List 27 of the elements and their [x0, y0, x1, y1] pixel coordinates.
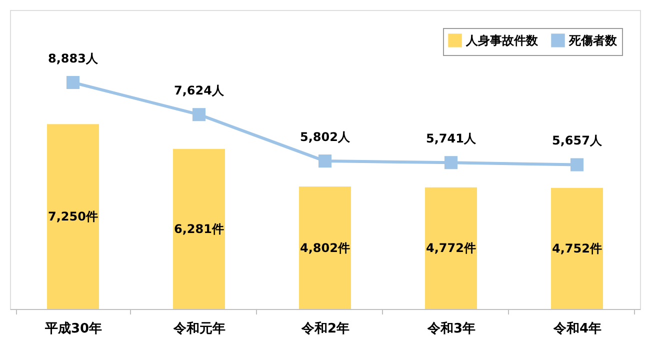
data-label: 4,752件 [552, 241, 602, 256]
x-tick-label: 令和3年 [426, 320, 476, 336]
legend-label: 人身事故件数 [465, 33, 539, 48]
bar [425, 187, 477, 309]
point [318, 154, 332, 168]
x-tick-label: 令和2年 [300, 320, 350, 336]
data-label: 7,250件 [48, 210, 98, 224]
x-tick-label: 令和4年 [552, 320, 602, 336]
point [444, 156, 458, 170]
data-label: 7,624人 [174, 84, 225, 98]
point [570, 158, 584, 172]
data-label: 8,883人 [48, 51, 99, 66]
data-label: 4,802件 [300, 240, 350, 255]
data-label: 5,741人 [426, 132, 477, 146]
point [192, 108, 206, 122]
bar [47, 124, 99, 309]
bar [173, 148, 225, 309]
x-tick-label: 令和元年 [172, 320, 226, 336]
data-label: 4,772件 [426, 241, 476, 256]
x-tick-label: 平成30年 [44, 322, 102, 336]
legend-label: 死傷者数 [568, 33, 618, 48]
data-label: 6,281件 [174, 222, 224, 236]
data-label: 5,802人 [300, 130, 351, 144]
bar [299, 186, 351, 309]
bar [551, 188, 603, 309]
point [66, 76, 80, 90]
data-label: 5,657人 [552, 134, 603, 148]
